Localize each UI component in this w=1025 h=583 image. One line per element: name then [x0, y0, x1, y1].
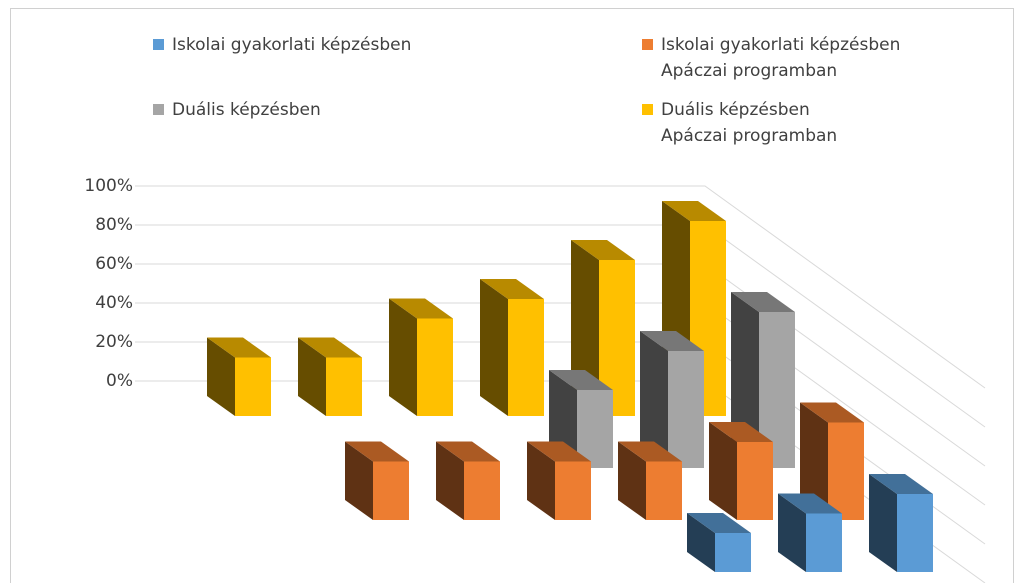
legend-label: Iskolai gyakorlati képzésben Apáczai pro…	[661, 35, 901, 81]
y-tick-label: 0%	[106, 371, 133, 391]
bar	[235, 357, 271, 416]
bar-side	[869, 474, 897, 572]
bar	[897, 494, 933, 572]
bar-top	[869, 474, 933, 494]
chart-frame	[10, 8, 1014, 583]
bar	[577, 390, 613, 468]
bar-top	[571, 240, 635, 260]
bar-side	[298, 337, 326, 416]
grid-line	[135, 185, 986, 389]
bar-top	[389, 298, 453, 319]
bar-side	[800, 402, 828, 520]
bar-side	[345, 441, 373, 520]
bar-top	[549, 370, 613, 390]
bar-top	[527, 441, 591, 462]
y-tick-label: 40%	[95, 293, 133, 313]
y-tick-label: 60%	[95, 254, 133, 274]
bar	[646, 461, 682, 520]
bar	[737, 442, 773, 520]
bar-side	[640, 331, 668, 468]
bar-side	[687, 513, 715, 572]
bar-top	[662, 201, 726, 221]
bar-side	[436, 441, 464, 520]
bar-top	[800, 402, 864, 423]
bar-side	[527, 441, 555, 520]
bar-top	[778, 493, 842, 514]
bar-top	[345, 441, 409, 462]
bar-top	[298, 337, 362, 358]
bar-top	[207, 337, 271, 358]
bar	[373, 461, 409, 520]
bar-top	[640, 331, 704, 351]
bar	[828, 422, 864, 520]
bar-top	[436, 441, 500, 462]
bar	[806, 513, 842, 572]
bar	[508, 299, 544, 416]
bar	[715, 533, 751, 572]
y-tick-label: 100%	[84, 176, 133, 196]
legend-swatch	[642, 104, 653, 115]
legend-swatch	[642, 39, 653, 50]
bar-side	[709, 422, 737, 520]
bar	[417, 318, 453, 416]
bar	[326, 357, 362, 416]
bar-side	[778, 493, 806, 572]
bar-top	[480, 279, 544, 299]
bar	[668, 351, 704, 468]
bar-side	[618, 441, 646, 520]
bar-side	[389, 298, 417, 416]
bar-side	[207, 337, 235, 416]
legend-swatch	[153, 104, 164, 115]
bar-top	[709, 422, 773, 442]
bar	[464, 461, 500, 520]
bar-side	[480, 279, 508, 416]
legend-label: Duális képzésben Apáczai programban	[661, 100, 838, 146]
bar-top	[618, 441, 682, 462]
bar-top	[731, 292, 795, 312]
y-tick-label: 80%	[95, 215, 133, 235]
legend-label: Iskolai gyakorlati képzésben	[172, 35, 412, 55]
bar	[555, 461, 591, 520]
y-tick-label: 20%	[95, 332, 133, 352]
legend-label: Duális képzésben	[172, 100, 321, 120]
bar-top	[687, 513, 751, 533]
legend-swatch	[153, 39, 164, 50]
